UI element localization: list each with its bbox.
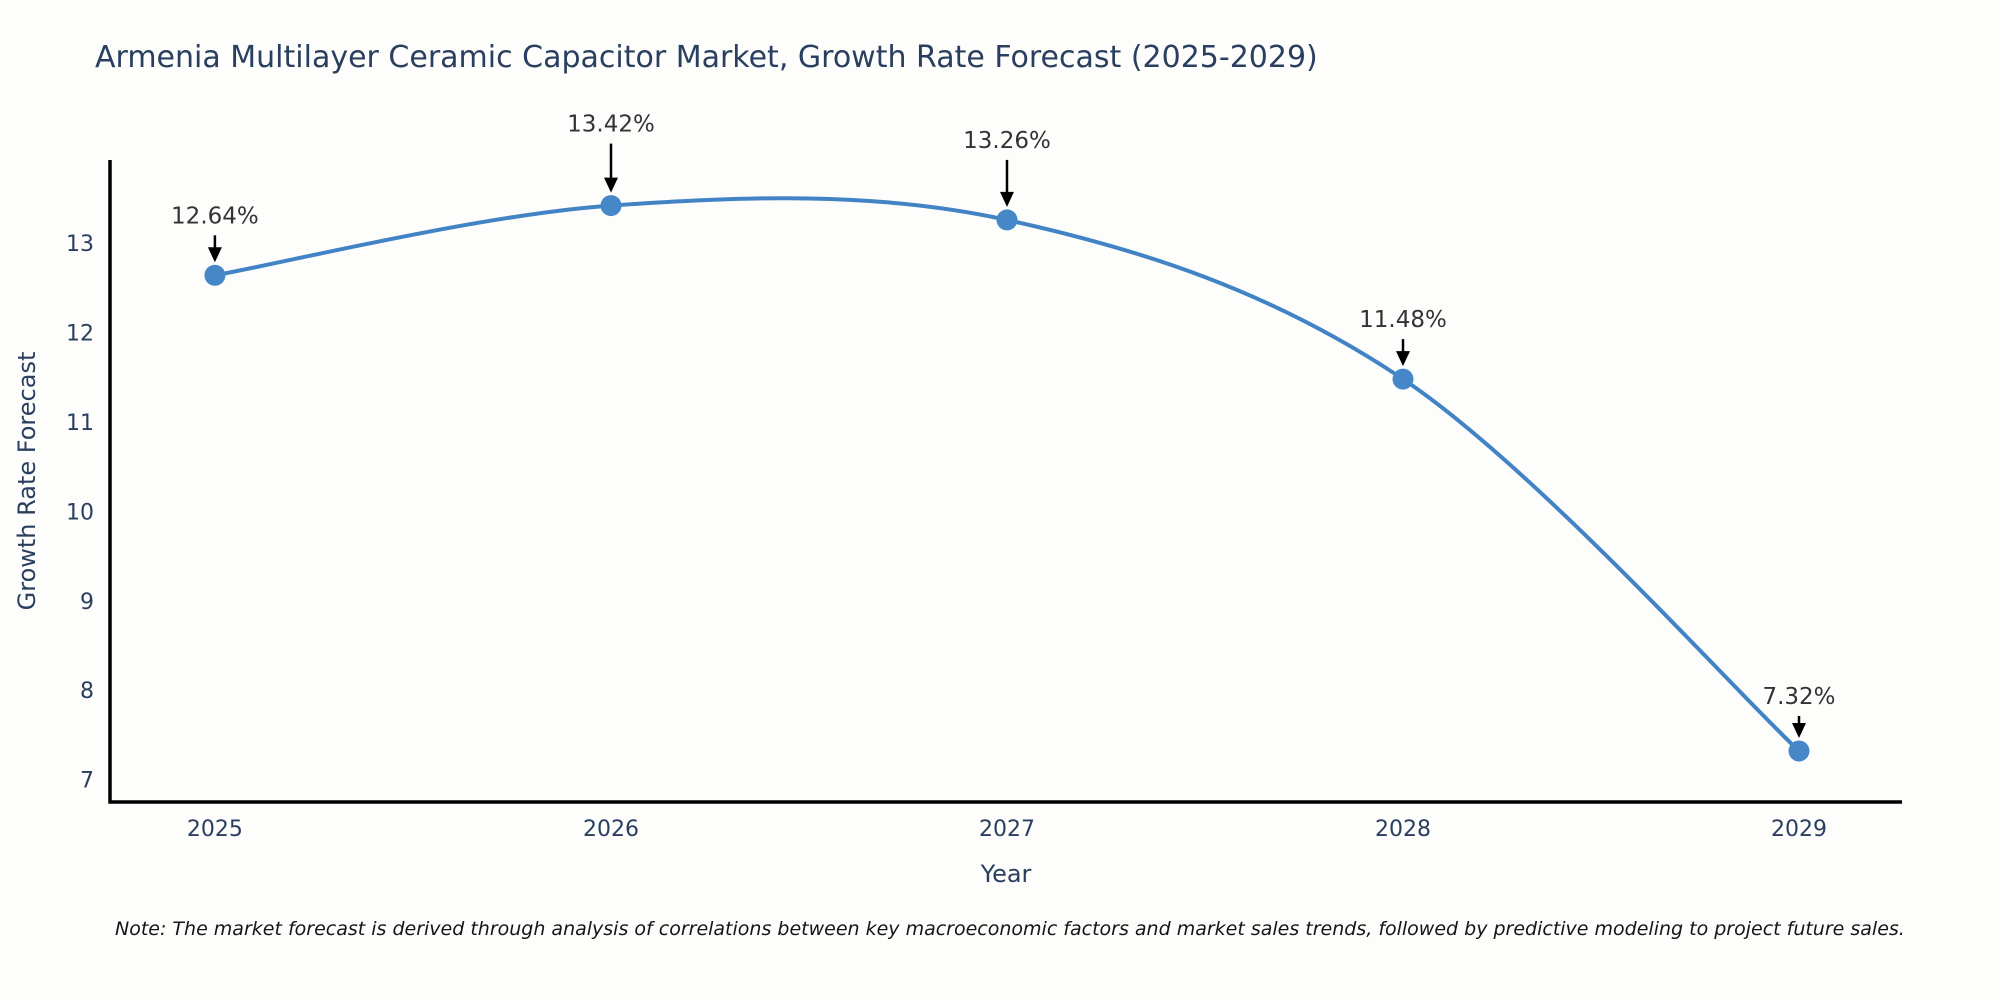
data-point-label: 13.42% (567, 112, 655, 138)
y-tick-label: 9 (80, 590, 94, 615)
chart-title: Armenia Multilayer Ceramic Capacitor Mar… (95, 40, 1318, 75)
x-tick-label: 2026 (583, 817, 639, 842)
y-tick-label: 11 (66, 411, 94, 436)
y-tick-label: 13 (66, 232, 94, 257)
y-axis-title: Growth Rate Forecast (13, 351, 41, 611)
data-point-marker (204, 264, 226, 286)
x-tick-label: 2027 (979, 817, 1035, 842)
x-axis-title: Year (980, 860, 1032, 888)
axis-spines (108, 160, 1902, 804)
footnote: Note: The market forecast is derived thr… (115, 918, 1905, 940)
annotation-arrowhead-icon (207, 247, 222, 263)
y-tick-label: 10 (66, 500, 94, 525)
annotation-arrowhead-icon (1000, 191, 1014, 207)
annotation-arrowhead-icon (1396, 351, 1410, 367)
annotation-arrowhead-icon (1792, 723, 1806, 738)
data-point-marker (1788, 740, 1810, 762)
growth-rate-line (212, 196, 1801, 753)
data-point-marker (600, 195, 622, 217)
data-point-marker (1392, 368, 1414, 390)
x-tick-label: 2028 (1375, 817, 1431, 842)
data-point-label: 12.64% (171, 203, 259, 229)
data-point-label: 7.32% (1762, 684, 1835, 710)
data-point-label: 13.26% (963, 128, 1051, 154)
y-tick-label: 8 (80, 679, 94, 704)
y-tick-label: 12 (66, 322, 94, 347)
x-tick-label: 2029 (1771, 817, 1827, 842)
annotation-arrowhead-icon (604, 177, 618, 193)
y-tick-label: 7 (80, 769, 94, 794)
data-point-label: 11.48% (1359, 307, 1447, 333)
data-point-marker (996, 209, 1018, 231)
x-tick-label: 2025 (187, 817, 243, 842)
